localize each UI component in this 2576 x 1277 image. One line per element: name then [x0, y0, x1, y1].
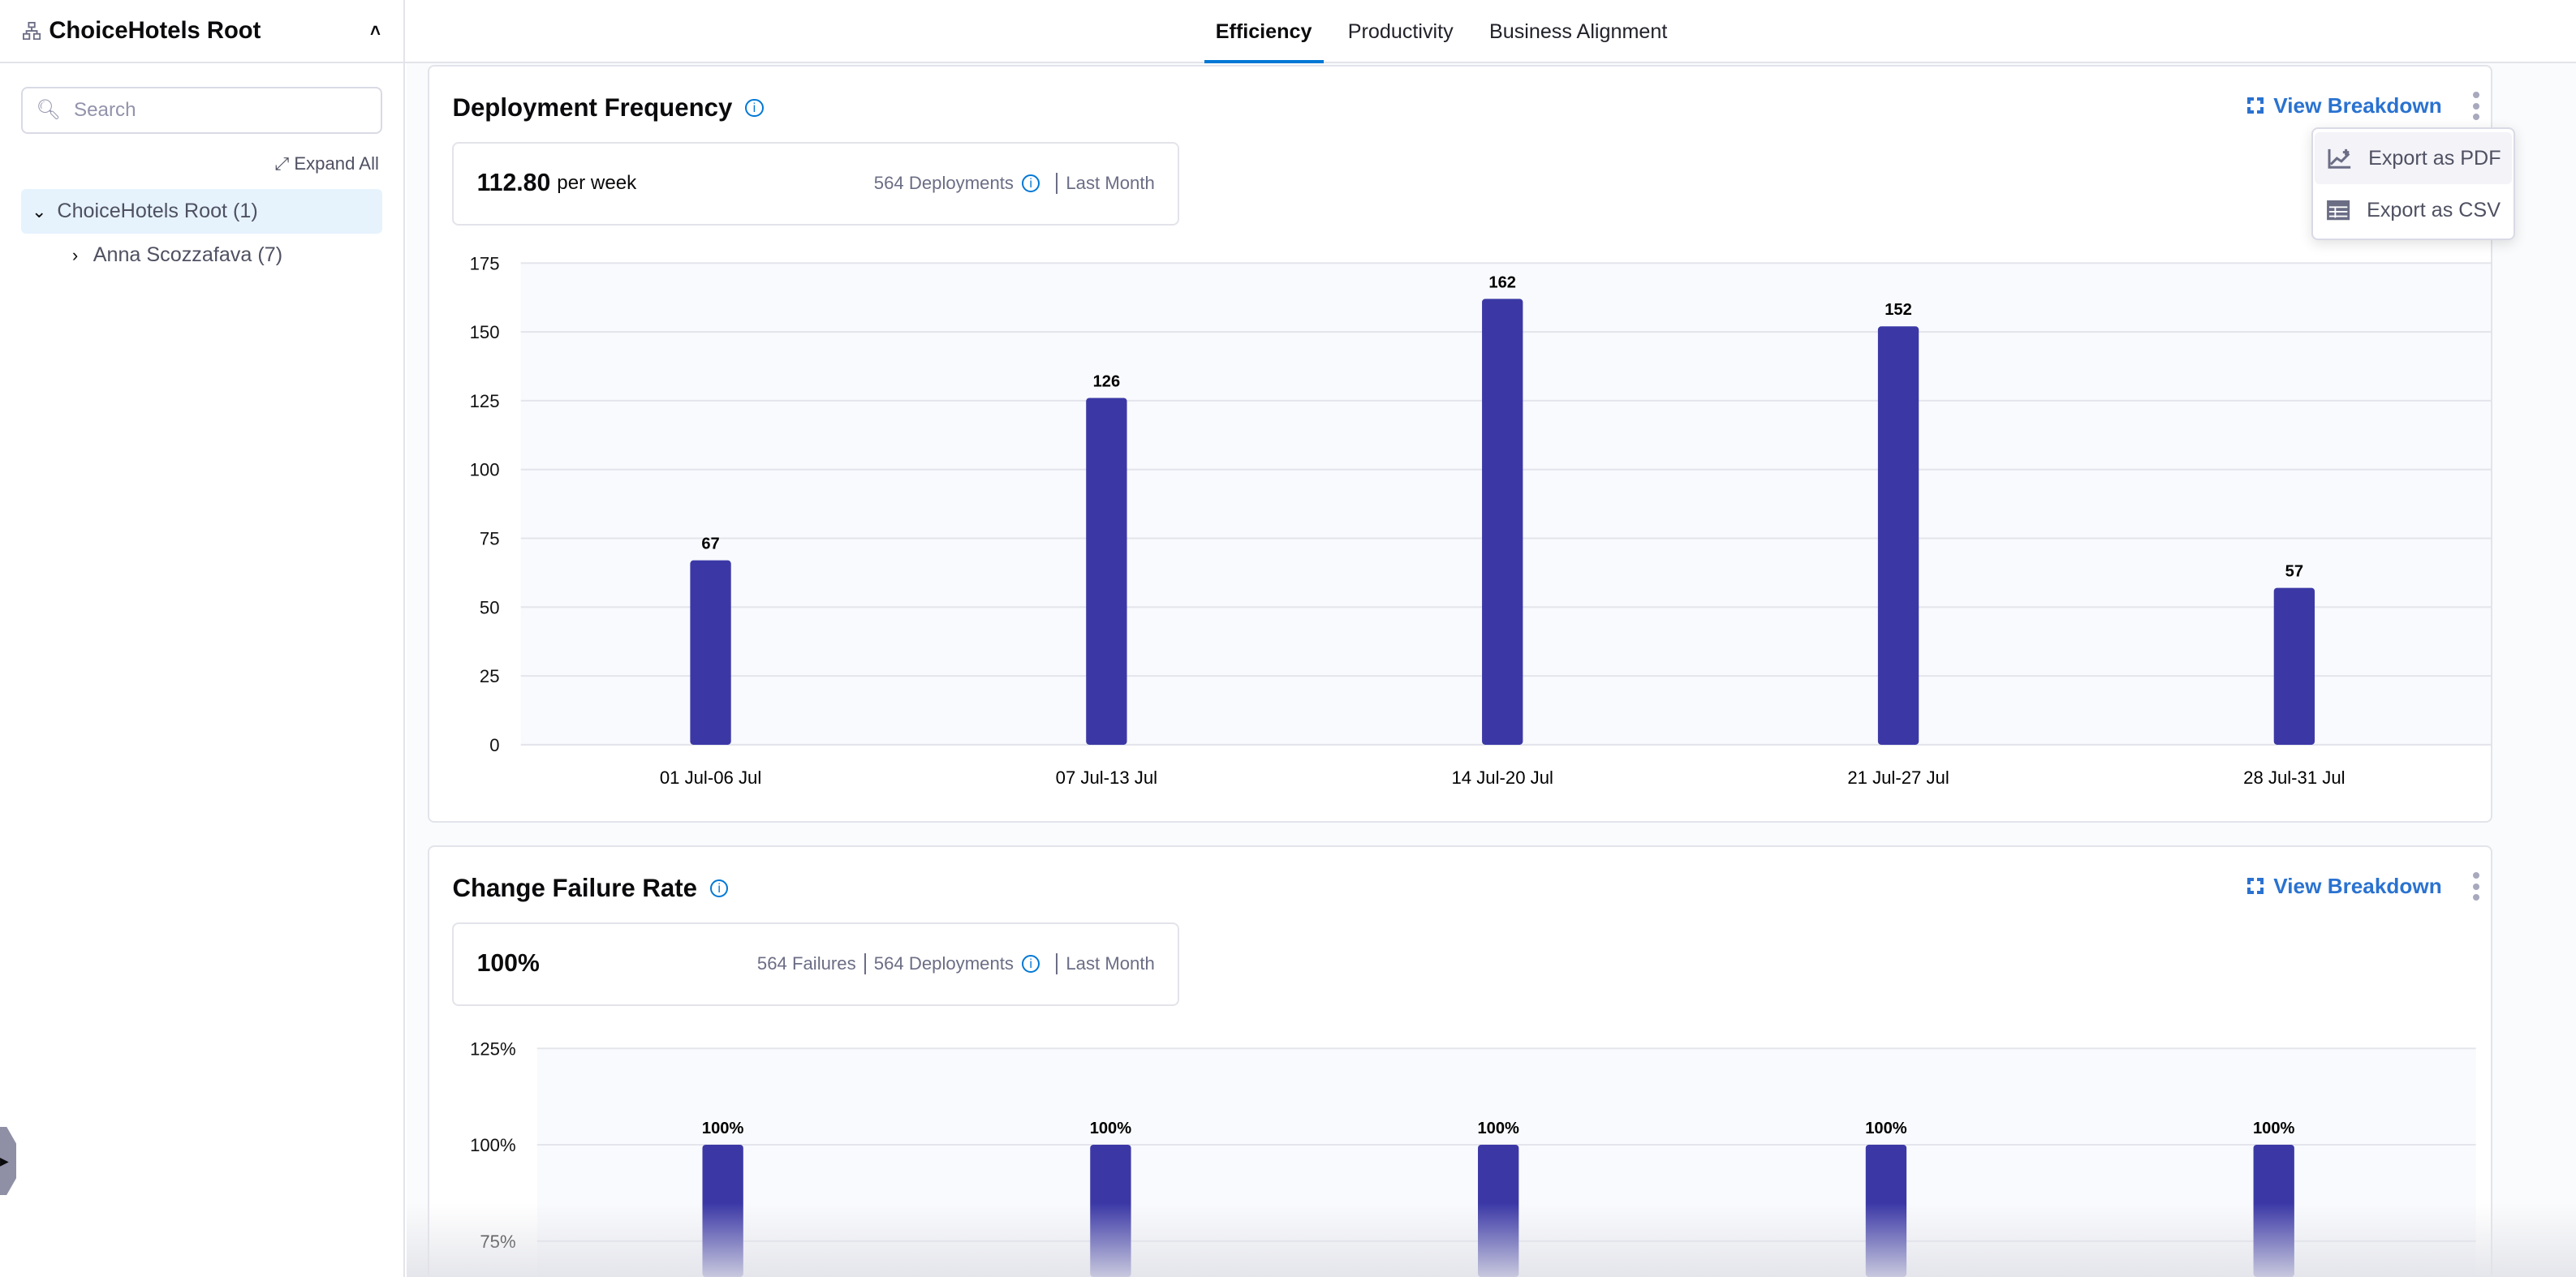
view-breakdown-button[interactable]: View Breakdown — [2247, 874, 2442, 899]
more-options-icon[interactable] — [2465, 871, 2488, 903]
sidebar-toggle-handle[interactable]: ▶ — [0, 1126, 17, 1196]
card-title: Change Failure Rate — [452, 873, 697, 902]
x-tick-label: 01 Jul-06 Jul — [660, 767, 761, 788]
y-tick-label: 25 — [480, 666, 500, 686]
bar — [1090, 1144, 1131, 1277]
org-tree-icon — [23, 22, 41, 41]
bar — [1478, 1144, 1519, 1277]
data-label: 57 — [2285, 562, 2303, 580]
y-tick-label: 175 — [470, 253, 500, 273]
change-failure-rate-card: Change Failure Rate i View Breakdown 100%… — [428, 845, 2493, 1277]
search-icon: 🔍︎ — [36, 99, 61, 122]
bar — [702, 1144, 744, 1277]
y-tick-label: 100 — [470, 459, 500, 479]
tab-business-alignment[interactable]: Business Alignment — [1488, 20, 1668, 43]
y-tick-label: 125 — [470, 391, 500, 411]
bar — [2253, 1144, 2295, 1277]
stat-summary: 112.80 per week 564 Deployments i Last Mon… — [452, 142, 1179, 226]
bar — [1482, 299, 1523, 745]
stat-value: 112.80 — [476, 170, 551, 197]
y-tick-label: 75% — [480, 1232, 516, 1252]
chevron-up-icon[interactable]: ˄ — [370, 20, 381, 41]
expand-frame-icon — [2247, 878, 2264, 895]
search-input[interactable] — [74, 98, 352, 122]
bar — [1086, 398, 1127, 745]
sidebar-header[interactable]: ChoiceHotels Root ˄ — [0, 0, 404, 64]
menu-item-label: Export as PDF — [2368, 146, 2501, 170]
bar — [690, 560, 731, 745]
tab-productivity[interactable]: Productivity — [1347, 20, 1454, 43]
table-icon — [2326, 200, 2350, 221]
y-tick-label: 100% — [470, 1135, 516, 1155]
failures-count: 564 Failures — [756, 953, 856, 974]
y-tick-label: 50 — [480, 597, 500, 617]
more-options-icon[interactable] — [2465, 90, 2488, 123]
data-label: 67 — [702, 535, 720, 553]
search-field[interactable]: 🔍︎ — [21, 86, 382, 135]
view-breakdown-label: View Breakdown — [2273, 92, 2442, 118]
export-menu: Export as PDF Export as CSV — [2311, 127, 2516, 240]
expand-frame-icon — [2247, 97, 2264, 114]
info-icon[interactable]: i — [710, 879, 729, 897]
tree-item-label: Anna Scozzafava (7) — [93, 243, 283, 267]
tree-item-choicehotels-root[interactable]: ⌄ ChoiceHotels Root (1) — [21, 189, 382, 234]
y-tick-label: 0 — [489, 735, 499, 755]
deployments-count: 564 Deployments — [873, 173, 1014, 194]
expand-all-label: Expand All — [294, 153, 379, 174]
stat-unit: per week — [557, 172, 637, 195]
y-tick-label: 75 — [480, 528, 500, 548]
chart-icon — [2328, 148, 2350, 169]
info-icon[interactable]: i — [1022, 174, 1040, 193]
bar — [1866, 1144, 1907, 1277]
stat-summary: 100% 564 Failures 564 Deployments i Last Mo… — [452, 922, 1179, 1006]
info-icon[interactable]: i — [1022, 955, 1040, 974]
export-pdf-item[interactable]: Export as PDF — [2314, 131, 2513, 185]
data-label: 100% — [2253, 1120, 2295, 1137]
deployment-frequency-chart: 0 25 50 75 100 125 150 175 67 01 Jul-06 Jul 126 07 … — [470, 253, 2492, 788]
stat-value: 100% — [476, 950, 540, 978]
sidebar: ChoiceHotels Root ˄ 🔍︎ ⤢ Expand All ⌄ Ch… — [0, 0, 406, 1277]
x-tick-label: 28 Jul-31 Jul — [2243, 767, 2345, 788]
menu-item-label: Export as CSV — [2367, 199, 2501, 222]
period-label: Last Month — [1066, 953, 1155, 974]
data-label: 100% — [1090, 1120, 1132, 1137]
expand-all-button[interactable]: ⤢ Expand All — [274, 153, 378, 174]
view-breakdown-button[interactable]: View Breakdown — [2247, 93, 2442, 118]
view-breakdown-label: View Breakdown — [2273, 873, 2442, 898]
y-tick-label: 125% — [470, 1038, 516, 1059]
change-failure-rate-chart: 75% 100% 125% 100% 100% 100% 100% 100% — [470, 1038, 2476, 1277]
sidebar-title: ChoiceHotels Root — [49, 17, 261, 44]
data-label: 126 — [1093, 372, 1121, 390]
data-label: 152 — [1885, 301, 1913, 319]
chevron-right-icon[interactable]: › — [71, 244, 79, 265]
expand-icon: ⤢ — [274, 153, 295, 174]
info-icon[interactable]: i — [745, 98, 764, 117]
data-label: 100% — [1865, 1120, 1907, 1137]
chevron-down-icon[interactable]: ⌄ — [32, 200, 47, 221]
deployment-frequency-card: Deployment Frequency i View Breakdown 112… — [428, 65, 2493, 823]
tree-item-anna-scozzafava[interactable]: › Anna Scozzafava (7) — [21, 234, 382, 277]
x-tick-label: 21 Jul-27 Jul — [1848, 767, 1949, 788]
bar — [1878, 326, 1919, 745]
y-tick-label: 150 — [470, 322, 500, 342]
tab-bar: Efficiency Productivity Business Alignme… — [405, 0, 2576, 64]
tree-item-label: ChoiceHotels Root (1) — [57, 200, 258, 223]
bar — [2273, 587, 2315, 745]
main-content: Deployment Frequency i View Breakdown 112… — [407, 63, 2576, 1277]
period-label: Last Month — [1066, 173, 1155, 194]
data-label: 100% — [1478, 1120, 1520, 1137]
tab-efficiency[interactable]: Efficiency — [1204, 0, 1324, 64]
card-title: Deployment Frequency — [452, 92, 733, 122]
export-csv-item[interactable]: Export as CSV — [2313, 184, 2514, 236]
deployments-count: 564 Deployments — [873, 953, 1014, 974]
x-tick-label: 07 Jul-13 Jul — [1056, 767, 1157, 788]
data-label: 100% — [702, 1120, 744, 1137]
x-tick-label: 14 Jul-20 Jul — [1452, 767, 1553, 788]
data-label: 162 — [1489, 273, 1517, 291]
